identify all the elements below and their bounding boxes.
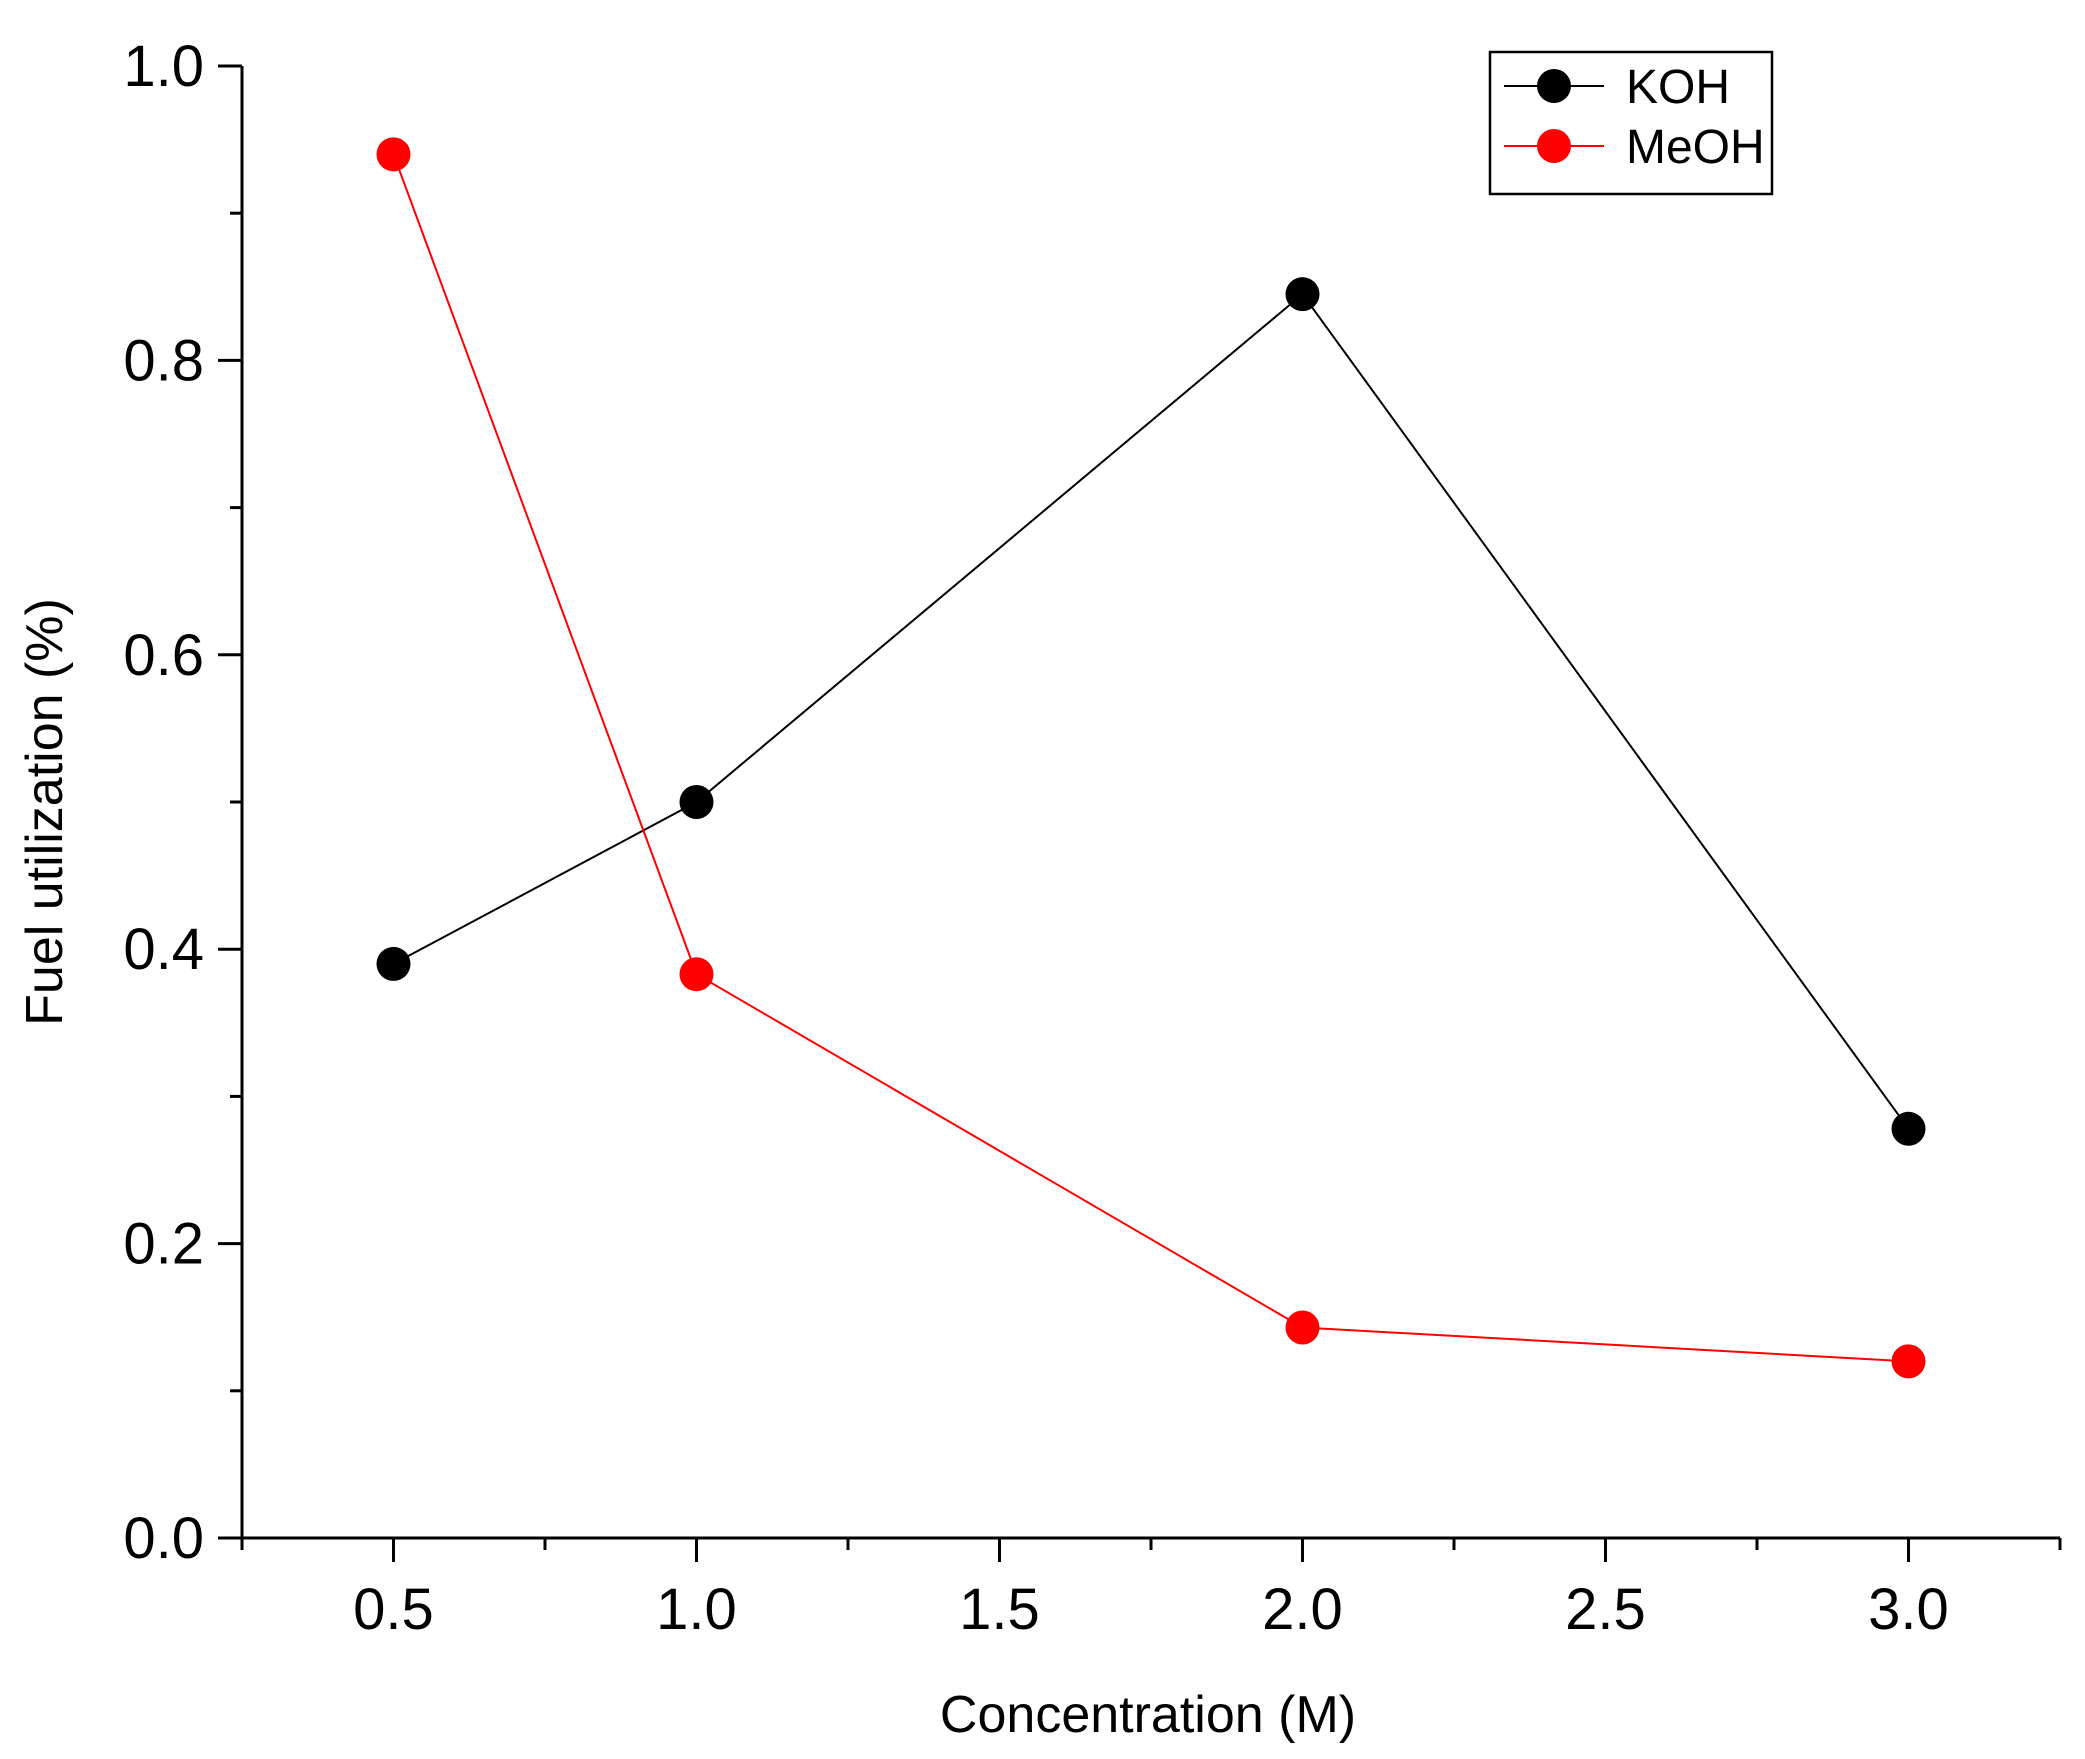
- data-point-meoh: [679, 957, 714, 992]
- x-tick-label: 1.0: [656, 1577, 737, 1642]
- x-tick-label: 2.0: [1262, 1577, 1343, 1642]
- data-point-koh: [1285, 277, 1320, 312]
- series-line-koh: [393, 292, 1910, 1130]
- y-tick-label: 1.0: [123, 34, 204, 99]
- data-point-meoh: [1285, 1310, 1320, 1345]
- data-point-koh: [376, 946, 411, 981]
- y-tick-label: 0.4: [123, 917, 204, 982]
- legend-marker-meoh: [1537, 129, 1571, 163]
- data-point-koh: [679, 785, 714, 819]
- legend: KOH MeOH: [1488, 50, 1774, 196]
- y-tick-label: 0.0: [123, 1506, 204, 1571]
- legend-box: [1488, 50, 1774, 196]
- x-tick-label: 0.5: [353, 1577, 434, 1642]
- axes: 0.0 0.2 0.4 0.6 0.8 1.0 0.5 1.0 1.5 2.0 2.5 3.0: [123, 34, 2062, 1642]
- x-axis-title: Concentration (M): [940, 1686, 1356, 1744]
- data-point-meoh: [1891, 1344, 1926, 1379]
- y-tick-label: 0.8: [123, 328, 204, 393]
- x-tick-label: 1.5: [959, 1577, 1040, 1642]
- data-point-meoh: [376, 137, 411, 172]
- x-tick-label: 2.5: [1565, 1577, 1646, 1642]
- legend-label-koh: KOH: [1626, 61, 1730, 114]
- series-layer: [376, 137, 1926, 1379]
- y-axis-title: Fuel utilization (%): [16, 598, 74, 1026]
- y-tick-label: 0.2: [123, 1212, 204, 1277]
- legend-label-meoh: MeOH: [1626, 121, 1765, 174]
- series-line-meoh: [392, 153, 1909, 1363]
- data-point-koh: [1891, 1111, 1926, 1146]
- legend-marker-koh: [1537, 69, 1571, 103]
- x-tick-label: 3.0: [1868, 1577, 1949, 1642]
- y-tick-label: 0.6: [123, 623, 204, 688]
